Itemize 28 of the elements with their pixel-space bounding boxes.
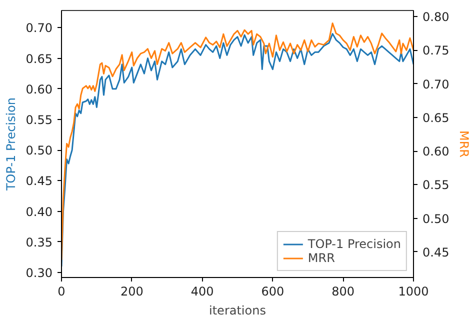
x-tick-label: 200 bbox=[120, 284, 144, 298]
y2-tick-label: 0.70 bbox=[422, 77, 450, 92]
y2-tick-label: 0.50 bbox=[422, 212, 450, 226]
y-tick-label: 0.65 bbox=[26, 52, 52, 66]
legend-label: MRR bbox=[308, 251, 335, 265]
y2-tick-label: 0.75 bbox=[422, 44, 450, 58]
y2-tick-label: 0.60 bbox=[422, 144, 450, 159]
y2-tick-label: 0.80 bbox=[422, 10, 450, 24]
x-tick-label: 0 bbox=[58, 284, 66, 298]
y-tick-label: 0.50 bbox=[26, 144, 52, 158]
y-axis-title: TOP-1 Precision bbox=[4, 97, 18, 192]
y2-axis-title: MRR bbox=[457, 130, 472, 158]
y-tick-label: 0.60 bbox=[26, 82, 52, 96]
y-tick-label: 0.70 bbox=[26, 21, 52, 36]
x-tick-label: 800 bbox=[332, 284, 355, 298]
x-tick-label: 1000 bbox=[398, 284, 429, 298]
y2-tick-label: 0.65 bbox=[422, 110, 450, 125]
y2-tick-label: 0.45 bbox=[422, 245, 450, 260]
y2-tick-label: 0.55 bbox=[422, 178, 450, 192]
y-tick-label: 0.55 bbox=[26, 113, 52, 128]
x-tick-label: 600 bbox=[261, 284, 284, 298]
x-tick-label: 400 bbox=[190, 284, 214, 298]
x-axis-title: iterations bbox=[209, 304, 266, 318]
y-tick-label: 0.30 bbox=[26, 266, 52, 280]
y-tick-label: 0.40 bbox=[26, 204, 52, 219]
legend-label: TOP-1 Precision bbox=[308, 237, 401, 251]
y-tick-label: 0.45 bbox=[26, 174, 52, 188]
y-tick-label: 0.35 bbox=[26, 235, 52, 250]
